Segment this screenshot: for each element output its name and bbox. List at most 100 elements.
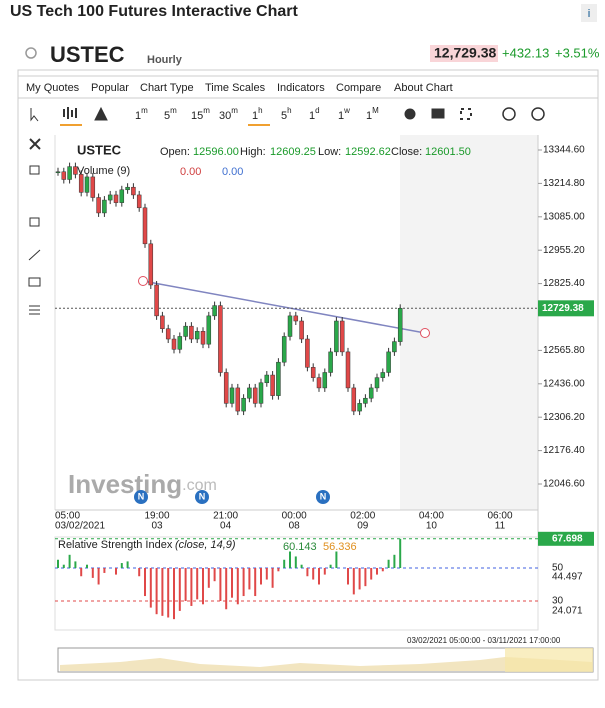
- date-label: 08: [289, 521, 301, 532]
- info-icon[interactable]: i: [587, 8, 590, 20]
- candle: [287, 315, 293, 337]
- price-tick-label: 12955.20: [543, 245, 585, 256]
- candle: [73, 166, 78, 175]
- candle: [276, 361, 281, 396]
- menu-item[interactable]: Popular: [91, 82, 129, 94]
- news-label: N: [138, 491, 145, 501]
- watermark-suffix: .com: [182, 477, 217, 494]
- change: +432.13: [502, 45, 549, 60]
- candle: [212, 305, 217, 317]
- candle: [67, 166, 72, 180]
- interval-number: 1: [135, 110, 141, 122]
- date-label: 11: [495, 521, 506, 532]
- upload[interactable]: [531, 107, 545, 121]
- candle: [113, 194, 119, 203]
- price-tick-label: 12306.20: [543, 412, 585, 423]
- menu-item[interactable]: Time Scales: [205, 82, 266, 94]
- tool[interactable]: [29, 165, 40, 175]
- interval-number: 1: [366, 110, 372, 122]
- candle: [241, 397, 246, 412]
- interval-number: 1: [252, 110, 258, 122]
- menu-item[interactable]: My Quotes: [26, 82, 80, 94]
- ohlc-label: Low:: [318, 146, 341, 158]
- price-tick-label: 12046.60: [543, 479, 585, 490]
- interval-button[interactable]: 30m: [219, 106, 238, 122]
- rsi-tick-label: 30: [552, 596, 564, 607]
- candle: [223, 372, 229, 404]
- news-marker[interactable]: [195, 490, 209, 504]
- last-price-tag: [538, 300, 594, 317]
- rsi-frame: [54, 536, 539, 631]
- settings[interactable]: [404, 108, 416, 120]
- rsi-tick-label: 50: [552, 563, 564, 574]
- last-price-label: 12729.38: [542, 303, 584, 314]
- cursor-tool[interactable]: [30, 108, 39, 122]
- volume-value: 0.00: [180, 166, 201, 178]
- candle: [264, 374, 270, 384]
- news-marker[interactable]: [134, 490, 148, 504]
- interval-button[interactable]: 1m: [135, 106, 148, 122]
- ohlc-value: 12601.50: [425, 146, 471, 158]
- candle: [397, 308, 403, 342]
- candle: [345, 351, 351, 389]
- interval-button[interactable]: 1w: [338, 106, 350, 122]
- time-label: 00:00: [282, 511, 307, 522]
- tool[interactable]: [28, 249, 41, 261]
- menu-item[interactable]: Indicators: [277, 82, 325, 94]
- interval-button[interactable]: 1d: [309, 106, 320, 122]
- time-label: 05:00: [55, 511, 80, 522]
- menu-item[interactable]: Chart Type: [140, 82, 194, 94]
- rsi-readout: 60.143: [283, 541, 317, 553]
- navigator-area: [60, 657, 592, 671]
- camera[interactable]: [431, 108, 445, 119]
- download[interactable]: [502, 107, 516, 121]
- candle: [310, 367, 316, 378]
- ohlc-value: 12592.62: [345, 146, 391, 158]
- news-marker[interactable]: [316, 490, 330, 504]
- tool[interactable]: [29, 305, 40, 315]
- toolbar-icons[interactable]: [30, 106, 545, 126]
- search-icon[interactable]: [25, 47, 37, 59]
- interval-unit: h: [287, 106, 291, 115]
- tool[interactable]: [28, 277, 41, 287]
- change-pct: +3.51%: [555, 45, 600, 60]
- ohlc-label: Open:: [160, 146, 190, 158]
- price-tick-label: 13085.00: [543, 211, 585, 222]
- candle: [171, 338, 177, 350]
- rsi-params: (close, 14,9): [175, 539, 236, 551]
- menu-item[interactable]: Compare: [336, 82, 381, 94]
- candle: [125, 186, 130, 191]
- rsi-title: Relative Strength Index: [58, 539, 173, 551]
- time-label: 04:00: [419, 511, 444, 522]
- tool-icons[interactable]: [28, 138, 41, 315]
- interval-unit: w: [343, 106, 350, 115]
- interval-button[interactable]: 5h: [281, 106, 292, 122]
- price-tick-label: 13344.60: [543, 145, 585, 156]
- info-button[interactable]: [581, 4, 597, 22]
- time-label: 02:00: [350, 511, 375, 522]
- candle: [258, 382, 264, 404]
- ohlc-label: Close:: [391, 146, 422, 158]
- candle: [368, 387, 374, 399]
- area-type[interactable]: [94, 106, 108, 121]
- navigator-window: [505, 648, 593, 672]
- candle: [119, 189, 125, 203]
- trend-handle[interactable]: [420, 328, 430, 338]
- price-tick-label: 13214.80: [543, 178, 585, 189]
- interval-button[interactable]: 15m: [191, 106, 210, 122]
- tool-close[interactable]: [29, 138, 41, 150]
- trend-handle[interactable]: [138, 276, 148, 286]
- time-label: 19:00: [144, 511, 169, 522]
- interval-button[interactable]: 1M: [366, 106, 379, 122]
- rsi-tag: [538, 531, 594, 546]
- interval-button[interactable]: 5m: [164, 106, 177, 122]
- interval-button[interactable]: 1h: [252, 106, 263, 122]
- candle: [131, 186, 136, 196]
- navigator-range: 03/02/2021 05:00:00 - 03/11/2021 17:00:0…: [407, 636, 561, 645]
- fullscreen[interactable]: [460, 108, 472, 120]
- menu-item[interactable]: About Chart: [394, 82, 453, 94]
- candle: [194, 331, 200, 340]
- tool[interactable]: [29, 217, 40, 227]
- candle-type[interactable]: [63, 107, 77, 119]
